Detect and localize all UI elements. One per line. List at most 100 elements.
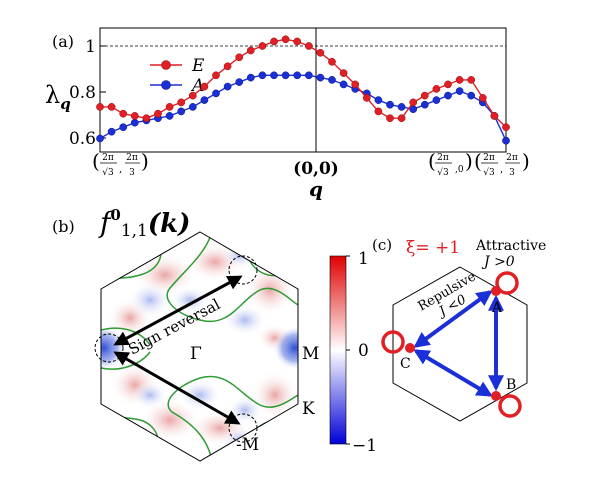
node-A [491,286,501,296]
data-point-A-15 [270,71,278,80]
svg-text:2π: 2π [126,153,138,163]
data-point-E-25 [386,114,394,123]
data-point-E-12 [235,53,244,62]
data-point-A-18 [304,71,313,80]
data-point-E-35 [502,123,510,132]
svg-text:(: ( [474,149,482,173]
data-point-E-23 [362,94,371,102]
node-label-C: C [400,356,411,372]
legend: E A [150,56,205,96]
ytick-0.8: 0.8 [69,83,96,103]
data-point-E-26 [397,114,406,123]
svg-text:(: ( [92,149,100,173]
data-point-E-24 [374,107,383,116]
data-point-E-8 [188,91,197,100]
data-point-A-11 [223,82,232,91]
data-point-E-27 [409,98,418,107]
loop-A [495,271,519,295]
arrow-B-C [413,349,493,397]
colorbar-tick-zero: 0 [358,341,369,361]
data-point-E-11 [223,62,232,71]
data-point-E-5 [154,109,162,118]
data-point-A-9 [200,96,209,104]
data-point-A-28 [420,100,429,109]
panel-b-title: f01,1(k) [98,206,190,241]
dashed-circle-bottom [228,413,258,443]
plot-frame [99,27,507,153]
data-point-E-33 [478,94,487,102]
node-label-B: B [506,377,516,393]
m-label: M [302,344,319,364]
data-point-A-20 [328,76,336,84]
ytick-0.6: 0.6 [69,129,96,149]
xi-label: ξ= +1 [406,238,460,258]
ytick-1: 1 [85,37,96,57]
minus-m-label: -M [236,435,259,455]
svg-text:,0: ,0 [455,165,464,175]
svg-text:√3: √3 [483,167,495,178]
data-point-E-21 [339,69,348,77]
data-point-E-9 [200,82,209,91]
data-point-E-14 [258,42,267,50]
svg-text:3: 3 [509,168,515,178]
data-point-A-0 [96,134,104,143]
data-point-A-21 [339,80,348,89]
legend-label-E: E [191,56,205,76]
svg-text:3: 3 [129,168,135,178]
legend-label-A: A [190,76,204,96]
data-point-A-19 [316,73,325,82]
panel-a-label: (a) [52,32,74,51]
panel-b-label: (b) [52,217,75,236]
panel-b: (b) f01,1(k) [52,206,377,462]
data-point-A-8 [188,103,197,111]
data-point-E-31 [455,76,464,84]
data-point-A-10 [212,89,220,98]
brillouin-zone-hexagon [100,231,299,462]
data-point-A-1 [107,127,116,136]
data-point-A-2 [119,123,128,132]
dashed-circle-top [228,255,258,285]
data-point-E-17 [293,37,302,46]
sign-reversal-arrow-lower [113,351,241,425]
data-point-A-14 [258,71,267,80]
xtick-left: ( 2π √3 , 2π 3 ) [92,149,149,178]
svg-text:2π: 2π [506,153,518,163]
data-point-E-32 [467,76,476,84]
node-label-A: A [491,300,503,316]
svg-text:,: , [119,164,122,175]
data-point-E-29 [432,85,441,93]
data-point-A-16 [281,71,290,80]
attractive-condition: J >0 [481,254,515,270]
svg-text:): ) [465,149,473,173]
sign-reversal-arrow-upper [113,275,243,346]
node-B [491,391,501,401]
x-axis-label: q [309,177,323,201]
svg-text:,: , [500,164,503,175]
data-point-A-7 [177,107,186,116]
data-point-E-2 [119,109,128,118]
panel-c: (c) ξ= +1 Attractive J >0 A B C Repulsiv… [372,236,546,422]
data-point-A-26 [397,103,406,111]
data-point-A-24 [374,96,383,104]
data-point-E-1 [107,103,116,111]
colorbar-tick-min: −1 [352,436,377,456]
data-point-A-12 [235,78,244,86]
data-point-A-29 [432,96,441,104]
data-point-E-16 [281,35,290,44]
data-point-A-6 [165,112,174,120]
loop-B [498,394,522,418]
svg-text:2π: 2π [483,153,495,163]
svg-text:√3: √3 [437,167,449,178]
data-point-E-34 [490,112,499,120]
xtick-center: (0,0) [293,159,339,179]
data-point-A-25 [386,100,394,109]
gamma-label: Γ [190,344,202,364]
dashed-circle-left [94,333,124,363]
small-hexagon [392,266,528,422]
data-point-E-18 [304,42,313,50]
data-point-A-17 [293,71,302,80]
arrow-A-C [413,290,493,348]
data-point-E-6 [165,103,174,111]
series-E [96,35,510,132]
colorbar [329,255,347,445]
